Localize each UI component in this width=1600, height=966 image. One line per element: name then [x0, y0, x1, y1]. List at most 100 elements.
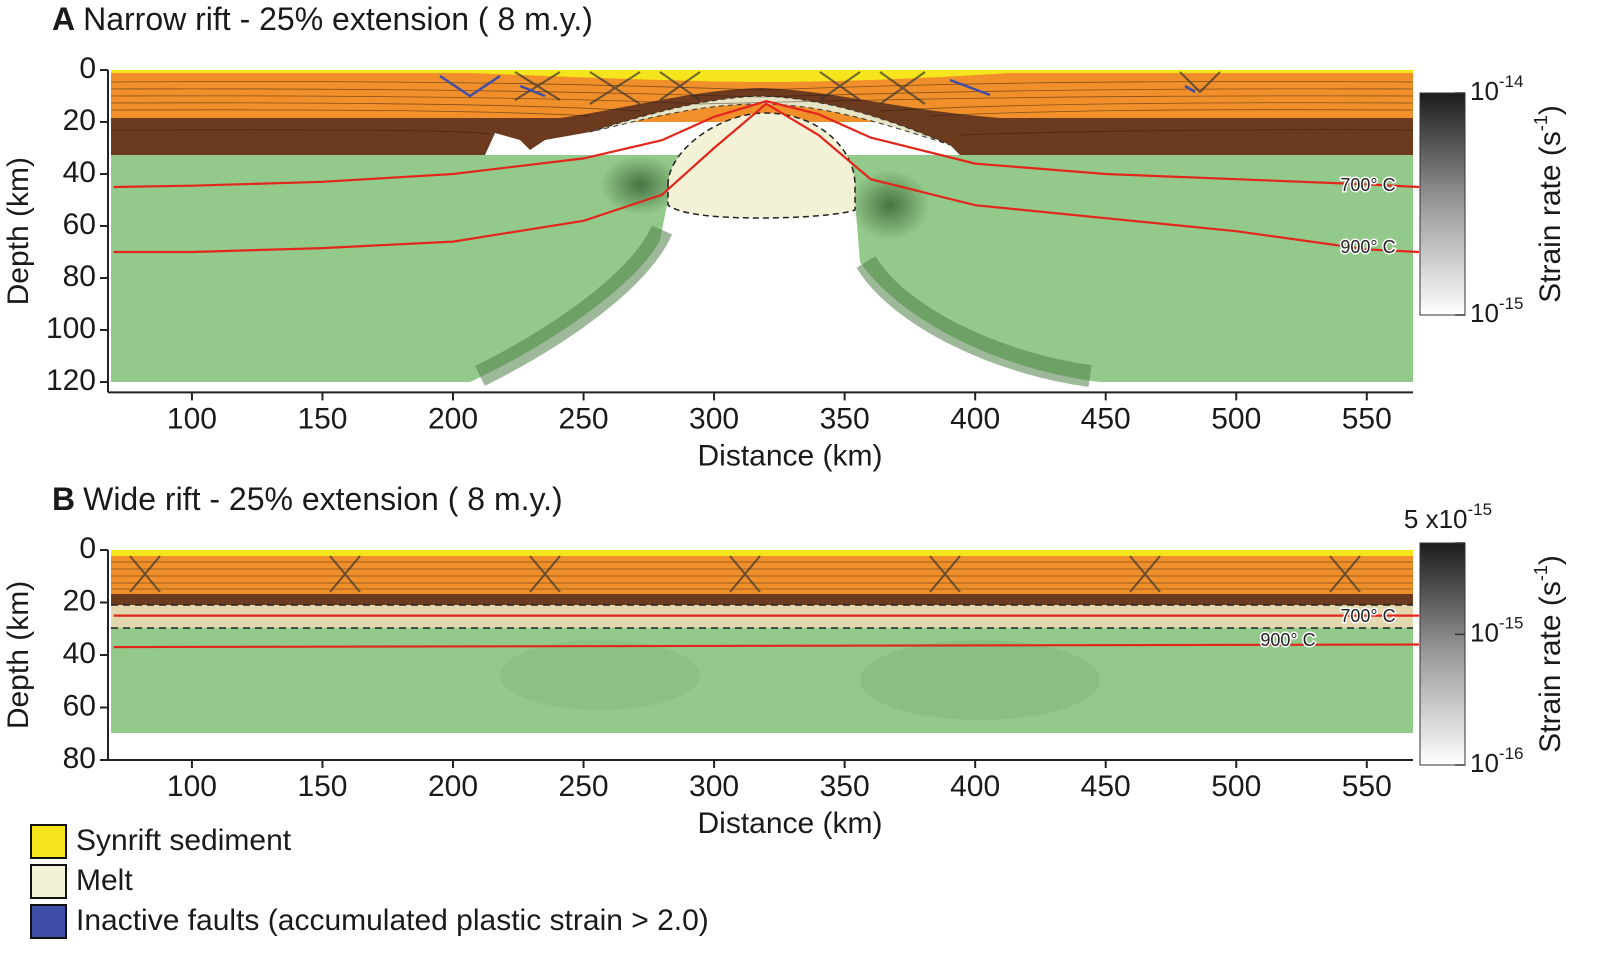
isotherm — [113, 102, 1420, 254]
y-axis-label: Depth (km) — [2, 581, 35, 729]
x-tick-label: 400 — [950, 402, 1000, 435]
y-tick-label: 80 — [63, 742, 96, 775]
colorbar-tick-base: 5 x10 — [1404, 504, 1468, 534]
isotherm-label: 700° C — [1340, 606, 1395, 626]
x-tick-label: 100 — [167, 770, 217, 803]
layer-line — [110, 81, 1414, 91]
y-tick-label: 40 — [63, 156, 96, 189]
shear-zone — [850, 170, 930, 240]
layer-line — [110, 95, 1414, 105]
sediment — [111, 550, 1413, 556]
mantle-shade — [500, 640, 700, 710]
layer-line — [110, 88, 1414, 98]
legend-label: Melt — [76, 864, 133, 897]
melt — [667, 112, 856, 219]
y-tick-label: 0 — [79, 532, 96, 565]
x-tick-label: 350 — [820, 770, 870, 803]
isotherm-label: 700° C — [1340, 175, 1395, 195]
y-tick-label: 40 — [63, 637, 96, 670]
layer-line — [110, 109, 1414, 117]
y-tick-label: 100 — [46, 312, 96, 345]
y-tick-label: 60 — [63, 208, 96, 241]
mantle-shade — [860, 640, 1100, 720]
shear-zone — [600, 155, 680, 215]
colorbar-tick-exponent: -16 — [1499, 744, 1524, 763]
upper-crust — [111, 555, 1413, 594]
x-tick-label: 250 — [559, 770, 609, 803]
colorbar-label-text: Strain rate (s — [1534, 581, 1567, 753]
x-tick-label: 400 — [950, 770, 1000, 803]
x-axis-label: Distance (km) — [697, 439, 882, 472]
isotherm — [113, 100, 1420, 189]
mantle — [111, 626, 1413, 733]
title: Wide rift - 25% extension ( 8 m.y.) — [83, 481, 563, 517]
colorbar-tick-label: 10-16 — [1470, 744, 1524, 777]
legend-swatch — [30, 864, 67, 899]
layer-line — [110, 102, 1414, 112]
layer-line — [111, 561, 1413, 590]
y-tick-label: 120 — [46, 364, 96, 397]
colorbar-tick-exponent: -15 — [1468, 500, 1493, 519]
x-tick-label: 200 — [428, 402, 478, 435]
colorbar-tick-base: 10 — [1470, 76, 1499, 106]
isotherm — [113, 643, 1420, 649]
section-a — [110, 70, 1414, 387]
colorbar-tick-exponent: -14 — [1499, 72, 1524, 91]
colorbar-tick-exponent: -15 — [1499, 614, 1524, 633]
colorbar-label-exponent: -1 — [1531, 115, 1551, 131]
colorbar-label-text: Strain rate (s — [1534, 131, 1567, 303]
y-tick-label: 20 — [63, 104, 96, 137]
title: Narrow rift - 25% extension ( 8 m.y.) — [83, 1, 593, 37]
colorbar-tick-base: 10 — [1470, 748, 1499, 778]
colorbar-label-exponent: -1 — [1531, 565, 1551, 581]
panel-title: B Wide rift - 25% extension ( 8 m.y.) — [52, 481, 563, 517]
legend-label: Inactive faults (accumulated plastic str… — [76, 904, 709, 937]
panel-letter: A — [52, 1, 75, 37]
x-tick-label: 500 — [1211, 402, 1261, 435]
colorbar — [1419, 542, 1466, 766]
y-tick-label: 60 — [63, 689, 96, 722]
colorbar-tick-exponent: -15 — [1499, 294, 1524, 313]
lower-crust — [111, 593, 1413, 605]
isotherm-label: 900° C — [1260, 630, 1315, 650]
x-tick-label: 100 — [167, 402, 217, 435]
x-tick-label: 300 — [689, 402, 739, 435]
x-tick-label: 550 — [1342, 770, 1392, 803]
shear-zone — [475, 225, 673, 386]
y-tick-label: 80 — [63, 260, 96, 293]
colorbar-tick-base: 10 — [1470, 617, 1499, 647]
lower-crust — [111, 88, 1413, 155]
x-tick-label: 150 — [297, 402, 347, 435]
colorbar-tick-label: 5 x10-15 — [1404, 500, 1492, 533]
colorbar-label: Strain rate (s-1) — [1531, 555, 1567, 753]
legend-swatch — [30, 824, 67, 859]
y-axis-label: Depth (km) — [2, 157, 35, 305]
fault — [129, 555, 1361, 593]
x-axis-label: Distance (km) — [697, 807, 882, 840]
panel-title: A Narrow rift - 25% extension ( 8 m.y.) — [52, 1, 593, 37]
melt-boundary — [111, 604, 1413, 629]
isotherm-label: 900° C — [1340, 237, 1395, 257]
legend-label: Synrift sediment — [76, 824, 292, 857]
colorbar-tick-label: 10-15 — [1470, 294, 1524, 327]
y-tick-label: 20 — [63, 584, 96, 617]
colorbar-tick-label: 10-15 — [1470, 614, 1524, 647]
colorbar-tick-label: 10-14 — [1470, 72, 1524, 105]
x-tick-label: 550 — [1342, 402, 1392, 435]
x-tick-label: 500 — [1211, 770, 1261, 803]
x-tick-label: 200 — [428, 770, 478, 803]
x-tick-label: 300 — [689, 770, 739, 803]
mantle — [111, 155, 1413, 382]
colorbar-label-end: ) — [1534, 555, 1567, 565]
x-tick-label: 450 — [1081, 402, 1131, 435]
colorbar-label: Strain rate (s-1) — [1531, 105, 1567, 303]
colorbar-tick-base: 10 — [1470, 298, 1499, 328]
fault — [514, 71, 1221, 105]
x-tick-label: 250 — [559, 402, 609, 435]
layer-line — [110, 129, 1414, 136]
y-tick-label: 0 — [79, 52, 96, 85]
colorbar-label-end: ) — [1534, 105, 1567, 115]
shear-zone — [856, 255, 1092, 387]
legend-swatch — [30, 904, 67, 939]
section-b — [111, 550, 1413, 733]
